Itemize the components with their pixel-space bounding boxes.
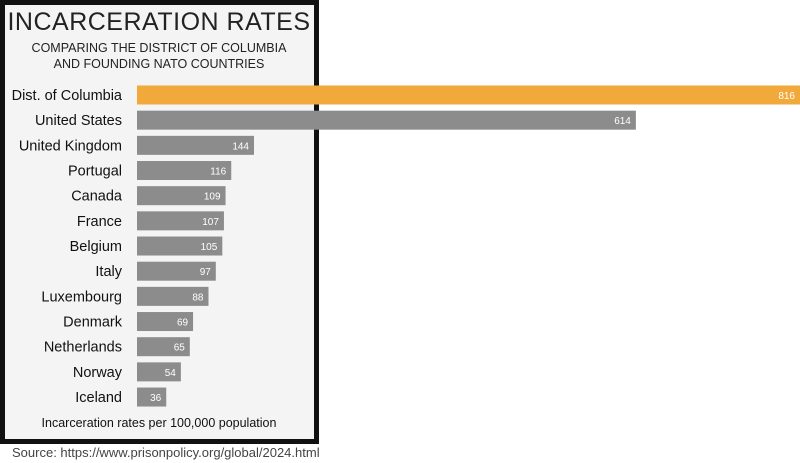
category-label: Italy [95,264,122,280]
data-label: 816 [778,91,795,102]
category-label: Canada [71,189,123,205]
data-label: 65 [174,343,186,354]
bar [137,261,216,281]
category-label: Netherlands [44,340,122,356]
data-label: 36 [150,393,162,404]
category-label: Portugal [68,164,122,180]
chart-subtitle-line-1: COMPARING THE DISTRICT OF COLUMBIA [31,41,287,55]
data-label: 144 [232,141,249,152]
chart-subtitle-line-2: AND FOUNDING NATO COUNTRIES [53,57,265,71]
bar [137,161,232,181]
bar [137,312,194,332]
category-label: United Kingdom [19,138,122,154]
data-label: 107 [202,217,219,228]
bar [137,236,223,256]
data-label: 105 [201,242,218,253]
category-label: Denmark [63,315,123,331]
data-label: 97 [200,267,212,278]
category-label: Luxembourg [41,289,122,305]
category-label: Belgium [70,239,122,255]
bar [137,135,254,155]
data-label: 88 [192,292,204,303]
data-label: 116 [210,167,226,178]
bar [137,186,226,206]
bar [137,362,181,382]
bar [137,110,636,130]
bar [137,211,224,231]
bar [137,85,800,105]
data-label: 54 [165,368,177,379]
bar [137,286,209,306]
bar [137,387,167,407]
data-label: 69 [177,318,189,329]
category-label: Norway [73,365,123,381]
source-note: Source: https://www.prisonpolicy.org/glo… [12,445,320,460]
category-label: Iceland [75,390,122,406]
bar [137,337,190,357]
x-axis-label: Incarceration rates per 100,000 populati… [41,416,277,430]
category-label: United States [35,113,122,129]
category-label: Dist. of Columbia [12,88,123,104]
data-label: 614 [614,116,631,127]
chart-title: INCARCERATION RATES [7,8,311,36]
category-label: France [77,214,122,230]
data-label: 109 [204,192,221,203]
